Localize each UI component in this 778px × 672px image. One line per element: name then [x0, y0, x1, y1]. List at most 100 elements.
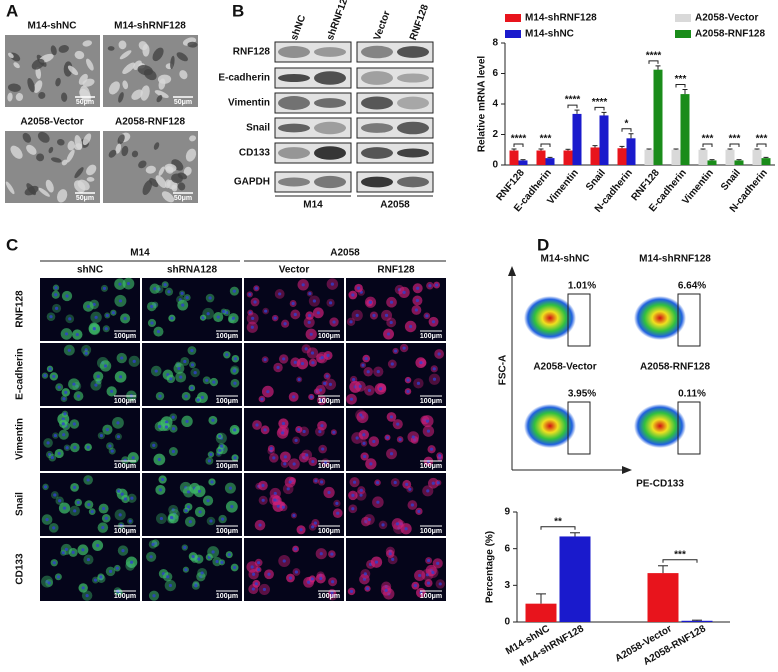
nucleus: [115, 566, 119, 570]
gate-percent: 3.95%: [568, 389, 596, 400]
cell-line-label: M14: [303, 200, 323, 211]
significance: ***: [702, 134, 714, 145]
nucleus: [185, 419, 189, 423]
nucleus: [416, 381, 421, 385]
nucleus: [367, 388, 372, 392]
nucleus: [349, 589, 354, 593]
nucleus: [431, 481, 435, 485]
nucleus: [388, 552, 392, 556]
y-tick-label: 3: [504, 580, 510, 591]
group-header: shRNA128: [167, 265, 217, 276]
cell: [67, 65, 79, 76]
nucleus: [311, 459, 315, 464]
nucleus: [200, 571, 204, 575]
nucleus: [101, 506, 106, 511]
nucleus: [435, 283, 439, 287]
blot-band: [361, 96, 393, 110]
y-tick-label: 6: [504, 543, 510, 554]
nucleus: [304, 347, 308, 351]
nucleus: [57, 451, 61, 456]
scale-label: 100μm: [216, 463, 238, 470]
nucleus: [120, 492, 124, 496]
scale-label: 100μm: [114, 593, 136, 600]
nucleus: [351, 507, 355, 511]
bar: [626, 138, 636, 165]
population: [524, 296, 576, 340]
nucleus: [101, 526, 105, 530]
bar: [545, 158, 555, 165]
cell: [158, 166, 165, 176]
nucleus: [211, 418, 215, 422]
protein-label: CD133: [239, 148, 271, 159]
scale-label: 100μm: [216, 398, 238, 405]
bar: [698, 149, 708, 165]
nucleus: [94, 315, 98, 319]
nucleus: [165, 420, 169, 424]
nucleus: [105, 428, 110, 432]
nucleus: [183, 545, 187, 550]
nucleus: [384, 588, 388, 592]
nucleus: [312, 299, 316, 303]
nucleus: [311, 525, 315, 529]
nucleus: [54, 306, 59, 310]
nucleus: [232, 369, 236, 373]
nucleus: [102, 286, 107, 291]
legend-swatch: [675, 30, 691, 38]
nucleus: [151, 542, 155, 546]
nucleus: [302, 429, 306, 434]
nucleus: [198, 510, 202, 514]
nucleus: [257, 561, 261, 565]
nucleus: [311, 361, 315, 365]
scale-label: 100μm: [420, 463, 442, 470]
nucleus: [52, 561, 56, 565]
nucleus: [221, 517, 225, 521]
nucleus: [395, 522, 400, 526]
bar: [525, 603, 557, 622]
nucleus: [251, 316, 255, 321]
cell: [33, 80, 43, 93]
nucleus: [306, 580, 311, 584]
nucleus: [169, 515, 174, 520]
blot-strip: [356, 67, 434, 89]
nucleus: [368, 300, 373, 304]
nucleus: [194, 584, 198, 588]
nucleus: [92, 327, 96, 331]
nucleus: [76, 394, 81, 398]
blot-band: [397, 73, 429, 83]
nucleus: [291, 301, 295, 306]
nucleus: [166, 575, 170, 579]
nucleus: [391, 557, 395, 562]
nucleus: [64, 390, 68, 394]
nucleus: [336, 511, 340, 515]
image-title: A2058-Vector: [20, 117, 83, 128]
marker-label: CD133: [15, 553, 26, 585]
nucleus: [360, 415, 365, 419]
nucleus: [50, 456, 54, 460]
nucleus: [393, 349, 398, 353]
cell: [145, 165, 156, 174]
nucleus: [156, 330, 161, 334]
cell: [108, 81, 120, 95]
significance: **: [554, 516, 562, 527]
nucleus: [47, 452, 52, 457]
bar: [647, 573, 679, 622]
nucleus: [218, 448, 222, 453]
nucleus: [110, 389, 114, 393]
scale-label: 100μm: [114, 333, 136, 340]
group-header: Vector: [279, 265, 310, 276]
nucleus: [190, 348, 194, 353]
bar: [617, 148, 627, 165]
nucleus: [96, 543, 100, 548]
nucleus: [149, 555, 153, 559]
nucleus: [352, 480, 357, 484]
nucleus: [159, 516, 164, 521]
nucleus: [282, 559, 286, 563]
panel-label: C: [6, 235, 18, 254]
gate: [677, 401, 701, 455]
nucleus: [220, 560, 224, 564]
nucleus: [364, 356, 368, 361]
axis-title: FSC-A: [498, 355, 509, 386]
nucleus: [76, 500, 80, 505]
legend-swatch: [505, 30, 521, 38]
nucleus: [216, 315, 220, 319]
